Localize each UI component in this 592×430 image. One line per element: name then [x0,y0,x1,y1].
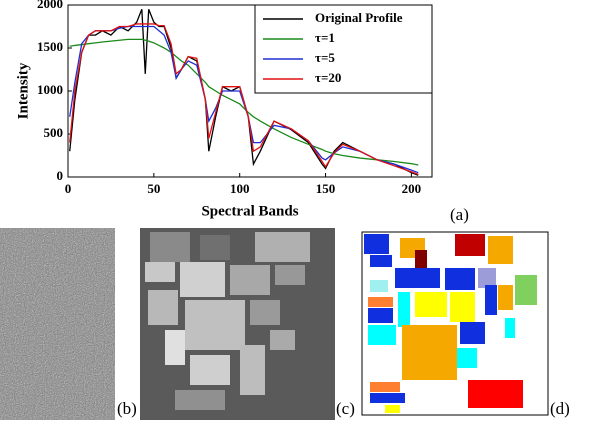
series-line [69,25,419,174]
panel-label: (a) [450,205,469,224]
y-tick-label: 1500 [37,39,63,54]
x-tick-label: 0 [65,181,72,196]
series-line [69,23,419,176]
x-axis-label: Spectral Bands [201,203,298,219]
legend-label: τ=5 [315,50,335,65]
legend-label: τ=1 [315,30,335,45]
legend-label: τ=20 [315,70,341,85]
image-c [140,228,335,420]
legend-label: Original Profile [315,10,403,25]
x-tick-label: 50 [147,181,160,196]
image-d [361,231,549,416]
y-axis-label: Intensity [15,62,31,119]
y-tick-label: 0 [57,168,64,183]
x-tick-label: 200 [402,181,422,196]
y-tick-label: 1000 [37,82,63,97]
panel-label: (d) [550,399,570,418]
panel-label: (b) [117,399,137,418]
image-b [0,228,115,420]
x-tick-label: 150 [316,181,336,196]
x-tick-label: 100 [230,181,250,196]
y-tick-label: 2000 [37,0,63,11]
panel-label: (c) [336,399,355,418]
y-tick-label: 500 [44,125,64,140]
